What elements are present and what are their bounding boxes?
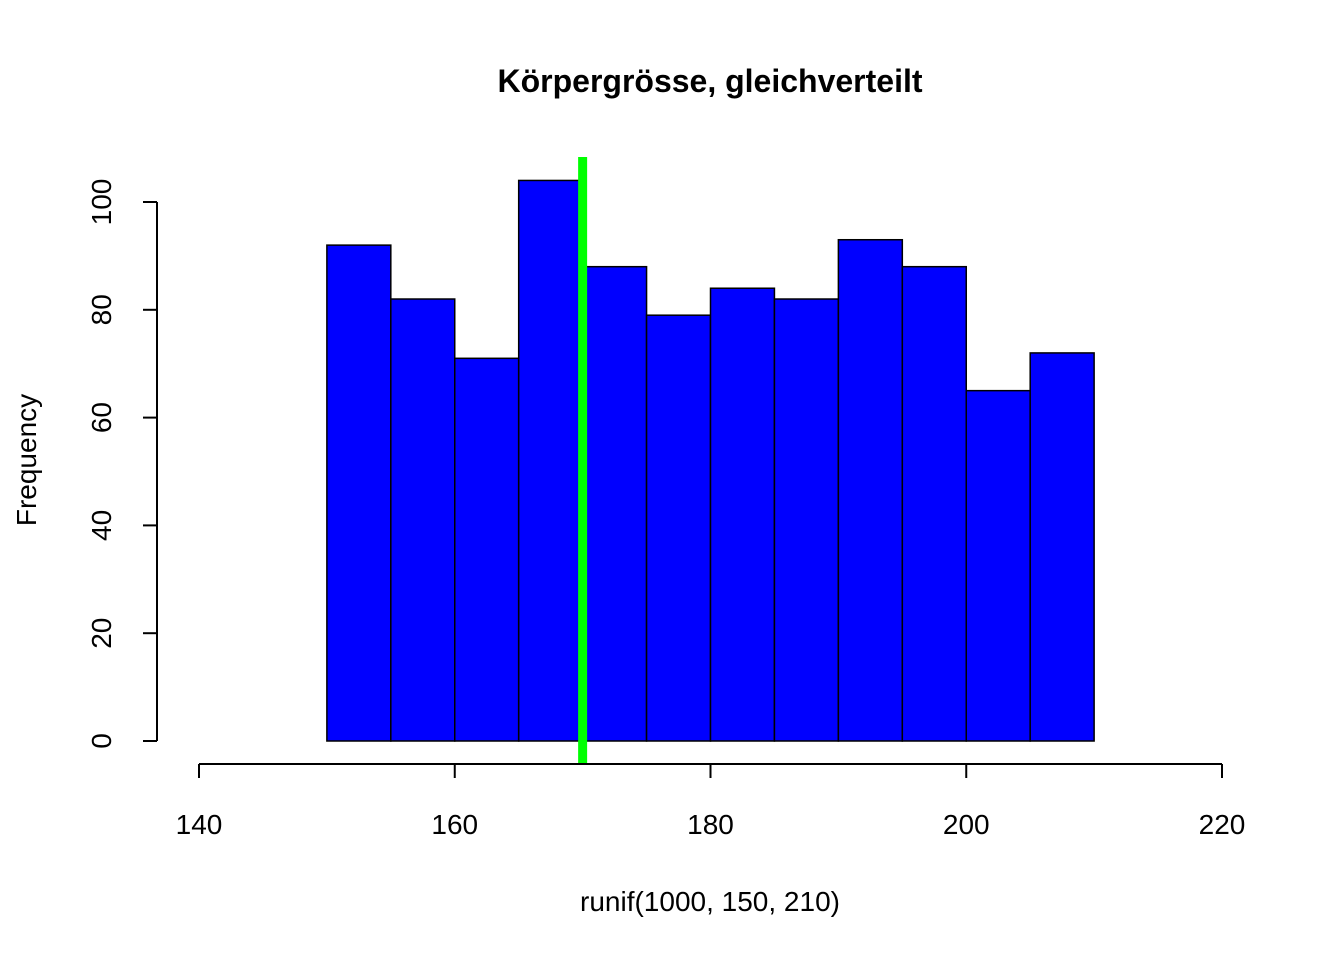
x-tick-label: 180: [687, 809, 734, 840]
x-tick-label: 220: [1199, 809, 1246, 840]
y-tick-label: 80: [86, 294, 117, 325]
y-tick-label: 20: [86, 618, 117, 649]
y-tick-label: 0: [86, 733, 117, 749]
histogram-bar: [1029, 352, 1095, 742]
histogram-bar: [965, 389, 1031, 742]
y-tick-label: 100: [86, 179, 117, 226]
histogram-bar: [645, 314, 712, 742]
histogram-bar: [901, 265, 967, 742]
x-axis: 140 160 180 200 220: [176, 763, 1246, 840]
chart-title: Körpergrösse, gleichverteilt: [497, 63, 922, 99]
histogram-bar: [326, 244, 392, 742]
histogram-bar: [773, 298, 840, 742]
histogram-bar: [709, 287, 776, 742]
y-tick-label: 60: [86, 402, 117, 433]
histogram-bar: [517, 179, 584, 742]
histogram-bar: [581, 265, 648, 742]
x-tick-label: 140: [176, 809, 223, 840]
x-tick-label: 160: [431, 809, 478, 840]
y-axis: 0 20 40 60 80 100: [86, 179, 158, 749]
histogram-bar: [390, 298, 456, 742]
y-axis-label: Frequency: [11, 394, 42, 526]
y-tick-label: 40: [86, 510, 117, 541]
x-axis-label: runif(1000, 150, 210): [580, 886, 840, 917]
histogram-bar: [837, 238, 904, 742]
x-tick-label: 200: [943, 809, 990, 840]
bars-group: [326, 179, 1095, 742]
histogram-bar: [454, 357, 520, 742]
